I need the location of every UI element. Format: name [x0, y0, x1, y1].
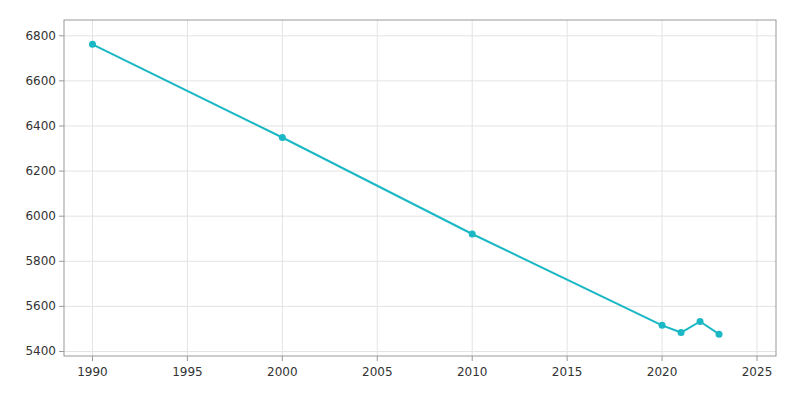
- y-tick: [59, 351, 64, 352]
- x-tick: [567, 356, 568, 361]
- axes: 5400 5600 5800 6000 6200 6400 6600 6800 1990 1995…: [25, 29, 772, 379]
- x-tick: [187, 356, 188, 361]
- marker: [89, 41, 96, 48]
- x-tick: [472, 356, 473, 361]
- x-grid-line: [282, 20, 283, 356]
- plot-frame: [64, 20, 776, 356]
- x-grid-line: [472, 20, 473, 356]
- x-tick: [377, 356, 378, 361]
- x-tick-label: 2015: [552, 365, 583, 379]
- y-grid-line: [64, 216, 776, 217]
- x-tick-label: 2025: [742, 365, 773, 379]
- y-grid-line: [64, 306, 776, 307]
- y-grid-line: [64, 80, 776, 81]
- x-grid-line: [662, 20, 663, 356]
- y-tick: [59, 35, 64, 36]
- marker: [659, 322, 666, 329]
- x-tick-label: 1990: [77, 365, 108, 379]
- marker: [716, 331, 723, 338]
- x-tick-label: 1995: [172, 365, 203, 379]
- x-tick-label: 2005: [362, 365, 393, 379]
- x-grid-line: [92, 20, 93, 356]
- x-tick: [92, 356, 93, 361]
- y-tick-label: 5400: [25, 344, 56, 358]
- y-tick-label: 6400: [25, 119, 56, 133]
- marker: [469, 231, 476, 238]
- chart-container: 5400 5600 5800 6000 6200 6400 6600 6800 1990 1995…: [0, 0, 800, 400]
- y-tick-label: 5600: [25, 299, 56, 313]
- line: [92, 44, 719, 334]
- marker: [678, 329, 685, 336]
- x-tick-label: 2000: [267, 365, 298, 379]
- y-tick-label: 6200: [25, 164, 56, 178]
- marker: [697, 318, 704, 325]
- x-grid-line: [187, 20, 188, 356]
- x-tick: [757, 356, 758, 361]
- y-tick: [59, 125, 64, 126]
- series: [89, 41, 723, 338]
- x-tick: [282, 356, 283, 361]
- y-grid-line: [64, 35, 776, 36]
- y-grid-line: [64, 261, 776, 262]
- y-tick: [59, 261, 64, 262]
- y-tick-label: 6000: [25, 209, 56, 223]
- y-tick: [59, 80, 64, 81]
- x-tick-label: 2020: [647, 365, 678, 379]
- x-grid-line: [567, 20, 568, 356]
- x-grid-line: [377, 20, 378, 356]
- marker: [279, 134, 286, 141]
- x-tick: [662, 356, 663, 361]
- y-tick: [59, 171, 64, 172]
- y-tick: [59, 306, 64, 307]
- y-tick: [59, 216, 64, 217]
- grid: [64, 20, 776, 356]
- y-grid-line: [64, 125, 776, 126]
- x-tick-label: 2010: [457, 365, 488, 379]
- y-grid-line: [64, 171, 776, 172]
- y-tick-label: 6600: [25, 74, 56, 88]
- x-grid-line: [757, 20, 758, 356]
- chart-svg: 5400 5600 5800 6000 6200 6400 6600 6800 1990 1995…: [0, 0, 800, 400]
- y-grid-line: [64, 351, 776, 352]
- y-tick-label: 5800: [25, 254, 56, 268]
- y-tick-label: 6800: [25, 29, 56, 43]
- plot-background: [64, 20, 776, 356]
